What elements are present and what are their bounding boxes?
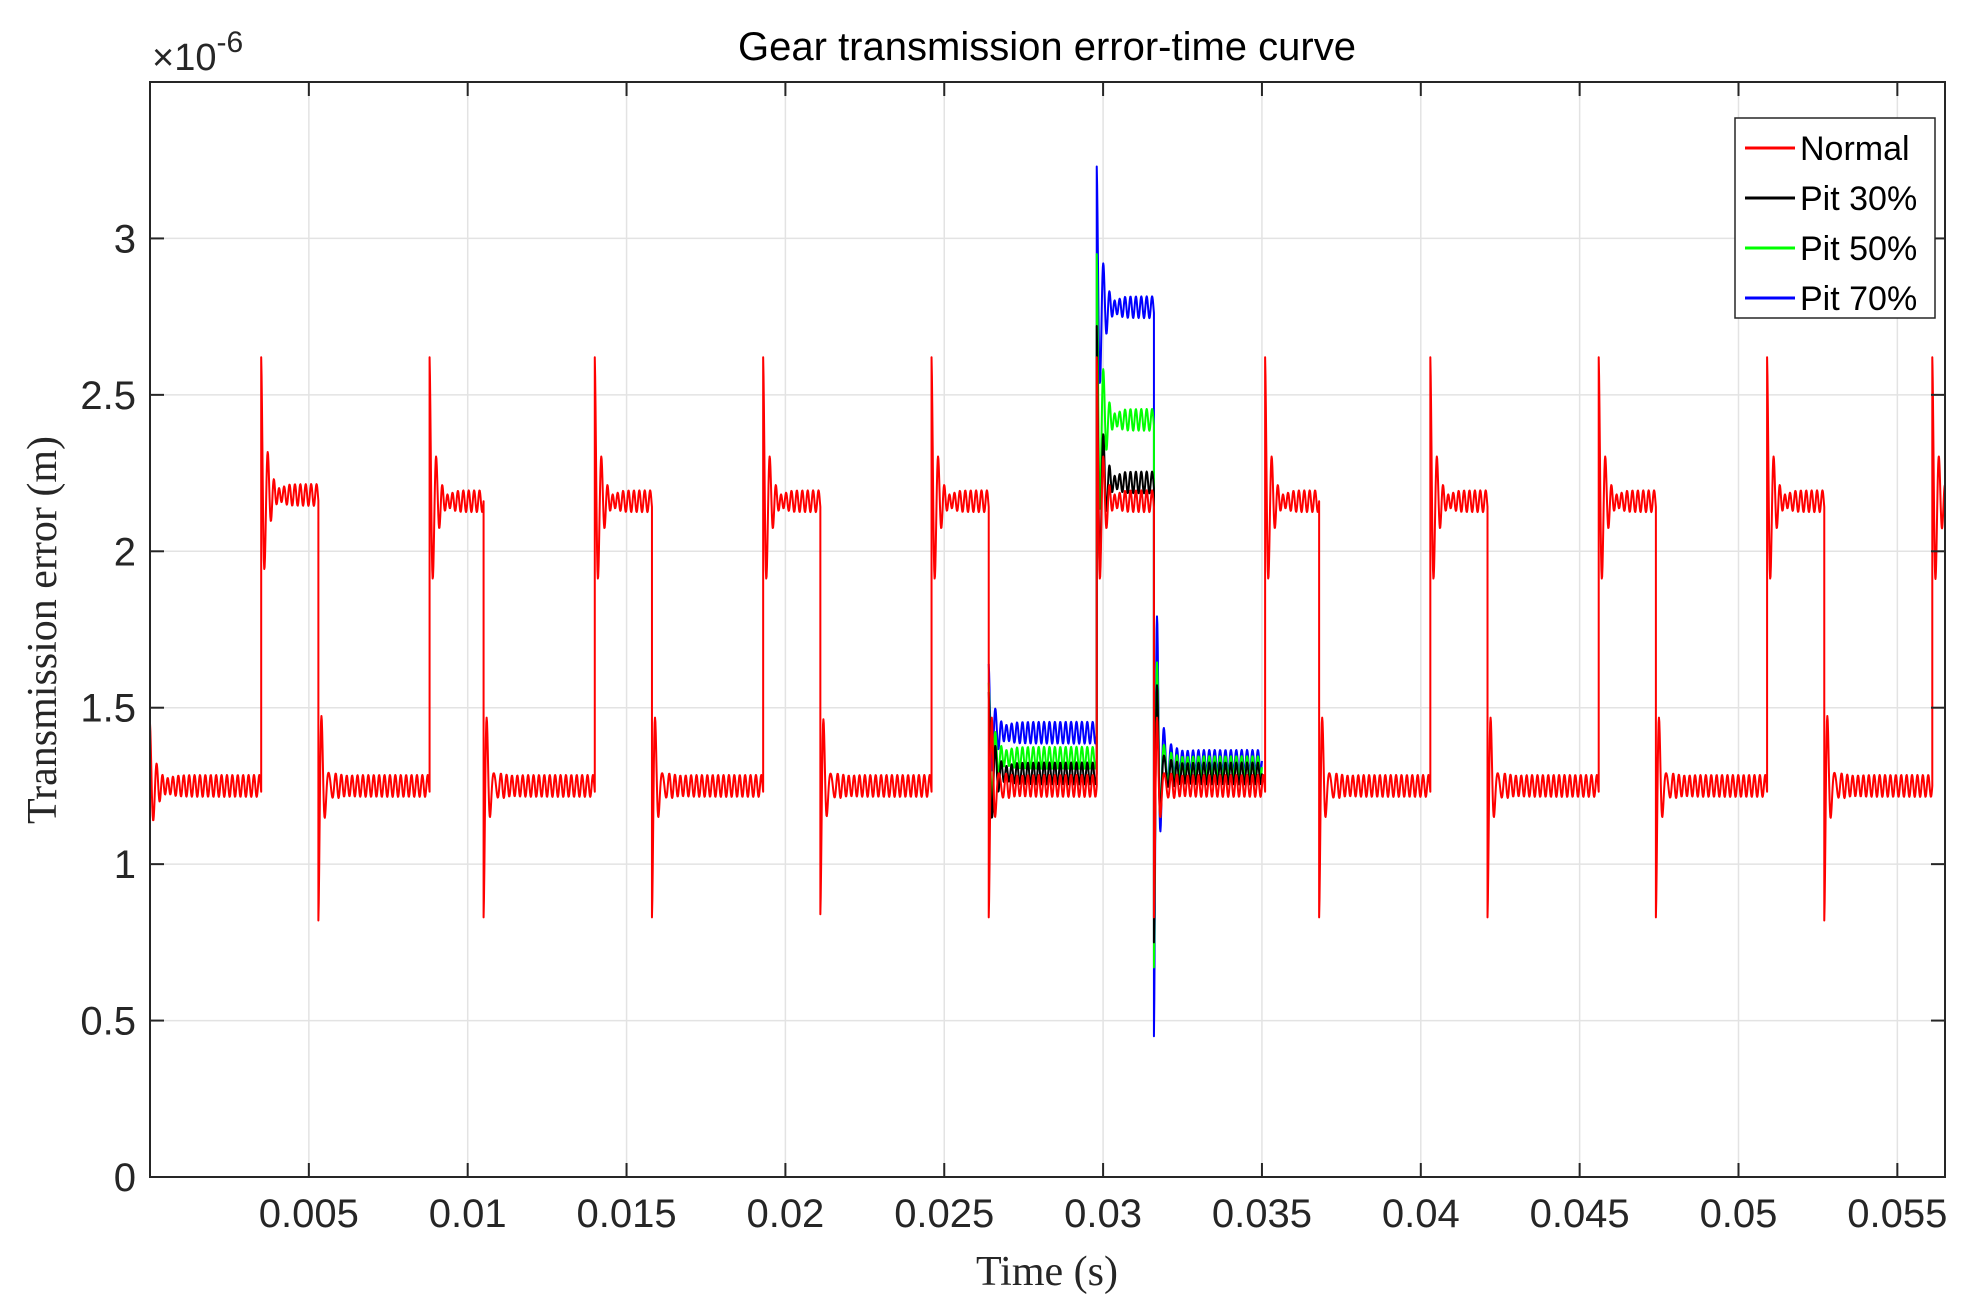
x-axis-label: Time (s): [976, 1249, 1118, 1295]
y-axis-label: Transmission error (m): [20, 436, 66, 824]
y-tick-label: 1.5: [80, 687, 136, 731]
chart-title: Gear transmission error-time curve: [738, 25, 1356, 69]
x-tick-label: 0.02: [746, 1192, 824, 1236]
y-tick-label: 2.5: [80, 374, 136, 418]
x-tick-label: 0.045: [1530, 1192, 1630, 1236]
x-tick-label: 0.025: [894, 1192, 994, 1236]
x-tick-label: 0.015: [576, 1192, 676, 1236]
x-tick-label: 0.04: [1382, 1192, 1460, 1236]
legend-label: Normal: [1800, 130, 1910, 168]
y-exponent-label: ×10-6: [152, 26, 243, 79]
x-tick-label: 0.035: [1212, 1192, 1312, 1236]
x-tick-label: 0.01: [429, 1192, 507, 1236]
x-tick-label: 0.055: [1847, 1192, 1947, 1236]
legend-box: [1734, 117, 1936, 319]
series-line-pit-30: [987, 325, 1263, 944]
legend-label: Pit 50%: [1800, 230, 1917, 268]
series-line-normal: [149, 356, 1946, 922]
plot-frame: [149, 81, 1946, 1178]
legend-label: Pit 70%: [1800, 280, 1917, 318]
x-tick-label: 0.05: [1700, 1192, 1778, 1236]
legend-entries: Normal Pit 30% Pit 50% Pit 70%: [1745, 130, 1917, 318]
y-tick-label: 1: [114, 843, 136, 887]
ticks: 0.005 0.01 0.015 0.02 0.025 0.03 0.035 0.04 0.04…: [80, 82, 1947, 1236]
x-tick-label: 0.005: [259, 1192, 359, 1236]
y-exponent-power: -6: [216, 26, 243, 59]
legend: Normal Pit 30% Pit 50% Pit 70%: [1734, 117, 1936, 319]
y-exponent-base: ×10: [152, 37, 216, 79]
y-tick-label: 0: [114, 1156, 136, 1200]
x-tick-label: 0.03: [1064, 1192, 1142, 1236]
y-tick-label: 0.5: [80, 1000, 136, 1044]
series-group: [149, 165, 1946, 1038]
y-tick-label: 3: [114, 217, 136, 261]
y-tick-label: 2: [114, 530, 136, 574]
legend-label: Pit 30%: [1800, 180, 1917, 218]
